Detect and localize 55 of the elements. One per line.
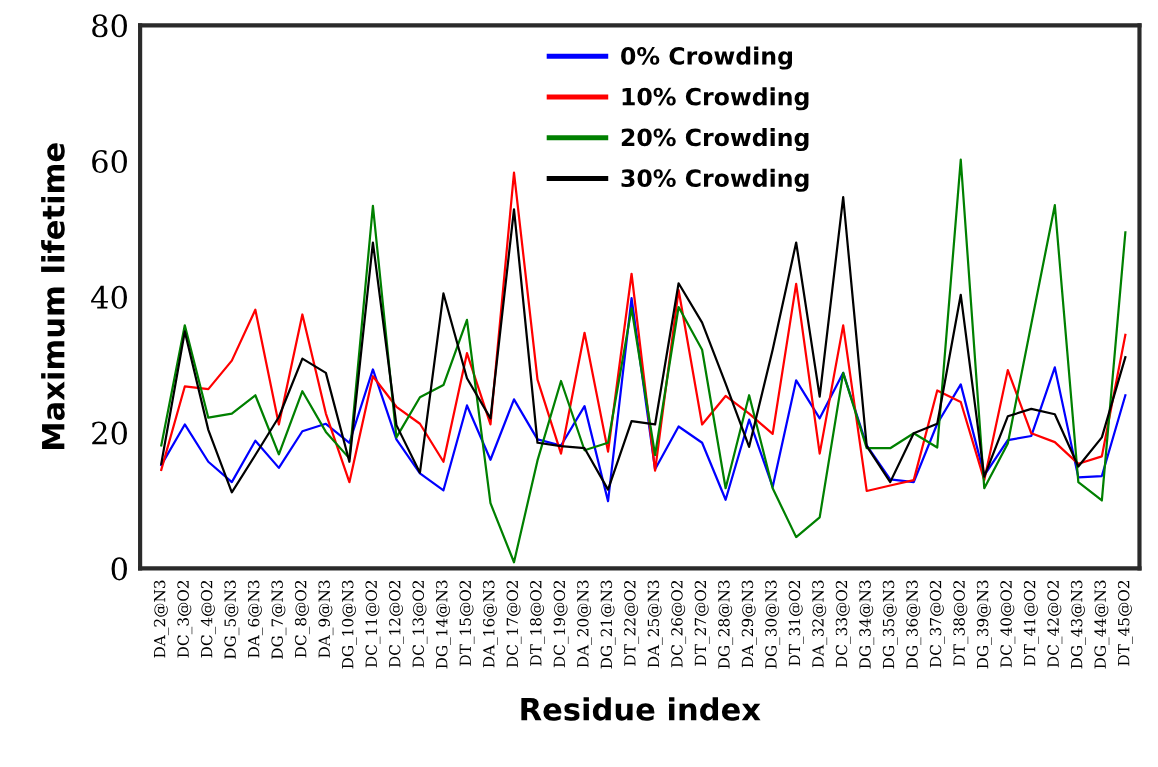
x-tick-label: DG_34@N3 — [859, 580, 875, 669]
x-tick-label: DA_2@N3 — [153, 580, 169, 658]
x-tick-label: DA_20@N3 — [577, 580, 593, 668]
x-tick-label: DC_42@O2 — [1047, 580, 1063, 668]
x-tick-label: DA_25@N3 — [647, 580, 663, 668]
line-series — [160, 158, 1127, 564]
x-tick-label: DT_41@O2 — [1023, 580, 1039, 666]
x-tick-label: DC_11@O2 — [365, 580, 381, 668]
legend-label: 0% Crowding — [621, 46, 792, 70]
x-tick-label: DC_19@O2 — [553, 580, 569, 668]
x-tick-label: DT_45@O2 — [1117, 580, 1133, 666]
x-tick-label: DG_14@N3 — [435, 580, 451, 669]
x-tick-label: DG_36@N3 — [906, 580, 922, 669]
y-tick-label: 60 — [92, 150, 127, 174]
x-tick-label: DC_17@O2 — [506, 580, 522, 668]
legend-label: 20% Crowding — [621, 128, 809, 152]
x-tick-label: DT_27@O2 — [694, 580, 710, 666]
x-tick-label: DT_31@O2 — [788, 580, 804, 666]
x-tick-label: DT_22@O2 — [624, 580, 640, 666]
x-axis-title: Residue index — [521, 697, 761, 721]
y-tick-label: 20 — [92, 421, 127, 445]
x-tick-label: DT_38@O2 — [953, 580, 969, 666]
x-tick-label: DA_29@N3 — [741, 580, 757, 668]
x-tick-label: DA_6@N3 — [247, 580, 263, 658]
x-tick-label: DC_33@O2 — [835, 580, 851, 668]
x-tick-label: DC_37@O2 — [929, 580, 945, 668]
y-tick-label: 0 — [111, 557, 127, 581]
x-tick-label: DG_28@N3 — [718, 580, 734, 669]
x-tick-label: DG_43@N3 — [1070, 580, 1086, 669]
x-tick-label: DC_13@O2 — [412, 580, 428, 668]
x-tick-label: DT_15@O2 — [459, 580, 475, 666]
x-tick-label: DC_26@O2 — [671, 580, 687, 668]
x-tick-label: DG_39@N3 — [976, 580, 992, 669]
x-tick-label: DT_18@O2 — [530, 580, 545, 666]
line-series — [160, 297, 1127, 503]
x-tick-label: DG_7@N3 — [271, 580, 287, 659]
x-tick-label: DG_44@N3 — [1094, 580, 1110, 669]
x-tick-label: DG_35@N3 — [882, 580, 898, 669]
x-tick-label: DC_40@O2 — [1000, 580, 1016, 668]
x-tick-label: DA_32@N3 — [812, 580, 828, 668]
x-tick-label: DC_3@O2 — [177, 580, 193, 658]
x-tick-label: DC_8@O2 — [294, 580, 310, 658]
legend-label: 30% Crowding — [621, 168, 809, 192]
x-tick-label: DG_10@N3 — [341, 580, 357, 669]
y-axis-title: Maximum lifetime — [41, 143, 65, 449]
x-tick-label: DG_21@N3 — [600, 580, 616, 669]
x-tick-label: DA_9@N3 — [318, 580, 334, 658]
x-tick-label: DA_16@N3 — [483, 580, 498, 668]
y-tick-label: 40 — [91, 285, 127, 309]
legend-label: 10% Crowding — [622, 87, 809, 111]
y-tick-label: 80 — [92, 14, 127, 38]
x-tick-label: DC_12@O2 — [388, 580, 404, 668]
x-tick-label: DC_4@O2 — [200, 580, 216, 658]
x-tick-label: DG_30@N3 — [765, 580, 781, 669]
x-tick-label: DG_5@N3 — [224, 580, 240, 659]
